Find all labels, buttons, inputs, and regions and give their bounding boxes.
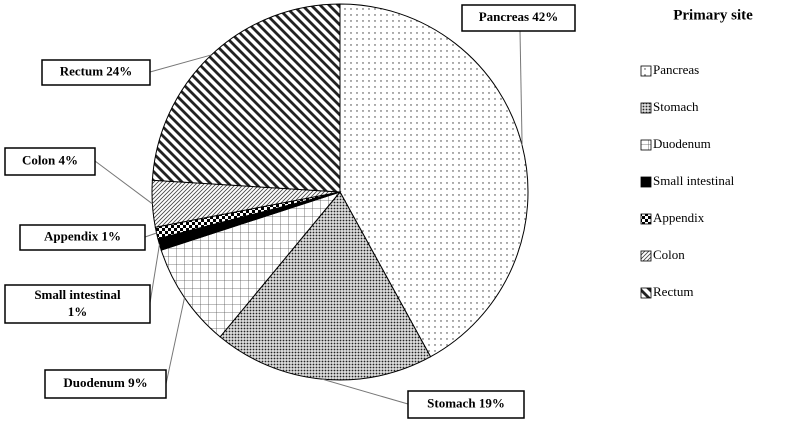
legend-swatch [640,65,652,77]
data-label-name: Rectum [60,63,103,78]
legend-label: Stomach [653,99,699,114]
data-label: Rectum 24% [60,63,133,78]
label-box [44,369,167,399]
legend-label: Small intestinal [653,173,735,188]
legend-label: Duodenum [653,136,711,151]
data-label-name: Duodenum [63,375,125,390]
legend-swatch [640,176,652,188]
data-label-value: 1% [101,228,121,243]
leader-line [144,232,157,238]
leader-line [149,54,212,73]
legend-label: Rectum [653,284,693,299]
legend-swatch [640,213,652,225]
leader-line [519,30,523,146]
legend-label: Appendix [653,210,705,225]
pie-slice [219,191,432,381]
legend-swatch [640,287,652,299]
data-label: Small intestinal 1% [34,287,121,319]
data-label: Appendix 1% [44,228,121,243]
leader-line [149,244,160,304]
pie-slice [160,190,342,338]
data-label-name: Stomach [427,395,476,410]
data-label: Duodenum 9% [63,375,147,390]
legend-label: Pancreas [653,62,699,77]
data-label-name: Appendix [44,228,99,243]
label-box [4,147,96,176]
legend-swatch [640,139,652,151]
legend-swatch [640,250,652,262]
pie-slice [151,3,341,193]
data-label-name: Pancreas [479,9,529,24]
leader-line [94,160,153,205]
data-label-value: 24% [106,63,132,78]
label-box [4,284,151,324]
data-label-value: 42% [532,9,558,24]
leader-line [322,378,409,405]
legend-title: Primary site [673,7,753,23]
data-label-name: Small intestinal [34,287,121,302]
data-label: Stomach 19% [427,395,505,410]
label-box [407,390,525,419]
label-box [19,224,146,251]
label-box [461,4,576,32]
data-label: Colon 4% [22,152,78,167]
data-label-value: 4% [58,152,78,167]
label-box [41,59,151,86]
legend-label: Colon [653,247,685,262]
legend-swatch [640,102,652,114]
leader-line [165,297,185,385]
data-label-value: 19% [479,395,505,410]
data-label-name: Colon [22,152,56,167]
data-label-value: 9% [128,375,148,390]
data-label: Pancreas 42% [479,9,559,24]
data-label-value: 1% [68,304,88,319]
